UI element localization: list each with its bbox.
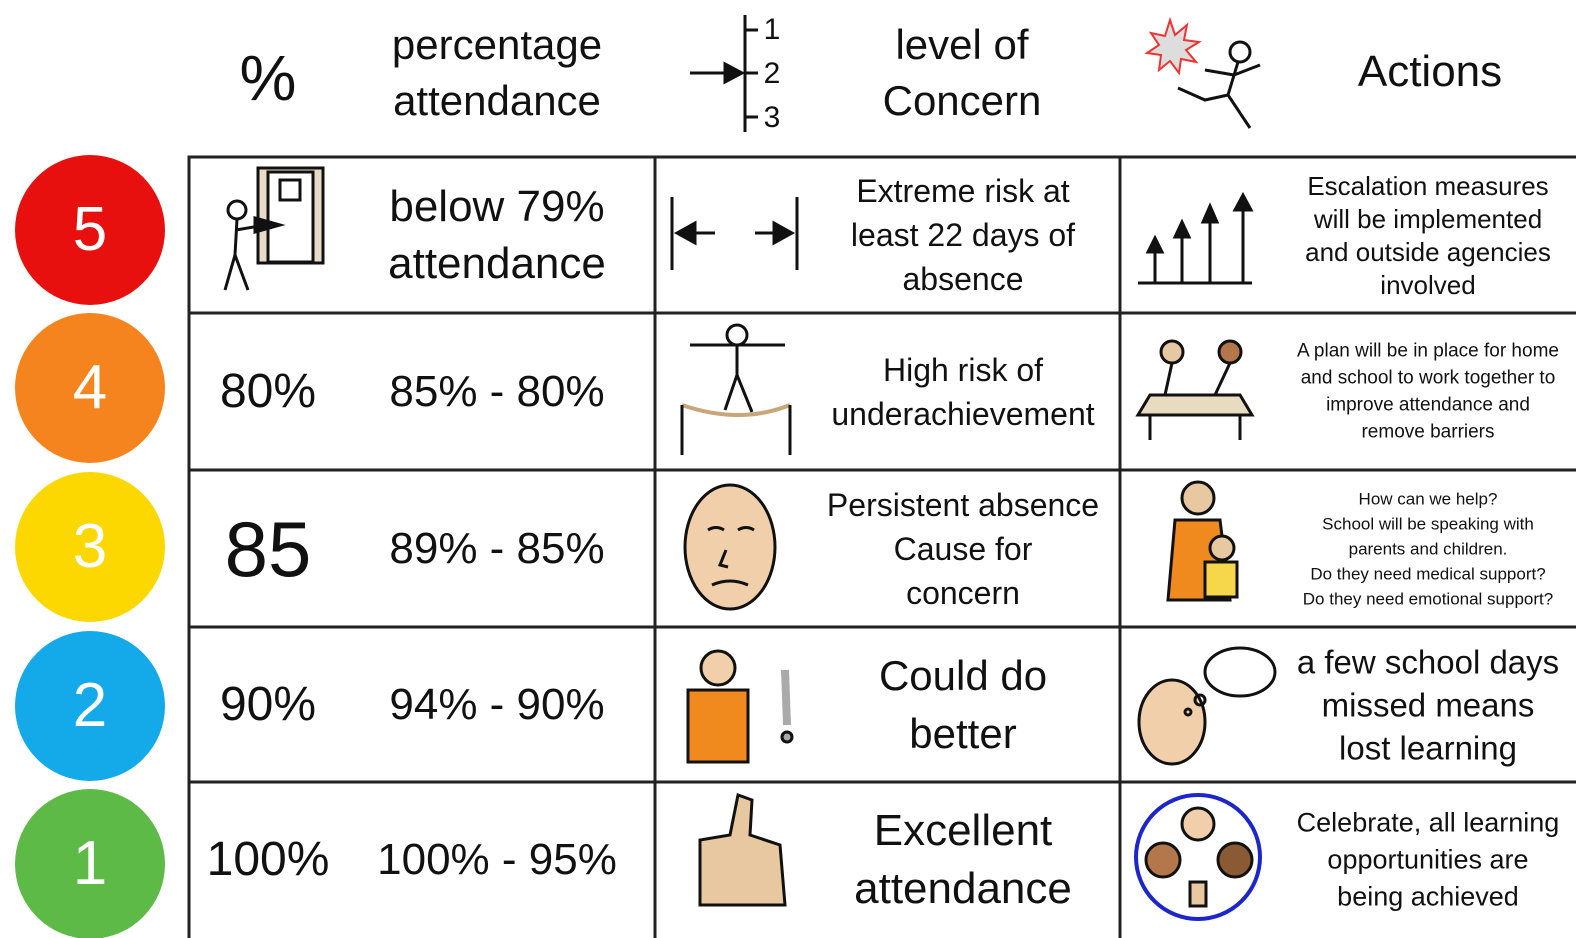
concern-text: absence [902,261,1024,297]
level-number: 2 [72,671,108,740]
action-text: will be implemented [1313,203,1543,234]
action-text: missed means [1321,686,1535,723]
attendance-range: 100% - 95% [377,835,617,884]
action-text: remove barriers [1361,421,1495,443]
action-text: being achieved [1337,881,1519,912]
attendance-heading: percentage [391,21,603,68]
actions-heading: Actions [1357,47,1503,96]
level-number: 3 [72,512,108,581]
action-text: How can we help? [1358,489,1498,508]
attendance-figure: 100% [206,833,330,886]
concern-text: least 22 days of [850,217,1076,253]
action-text: involved [1380,269,1476,300]
action-text: Do they need emotional support? [1302,589,1554,608]
scale-label: 1 [763,13,781,46]
concern-text: concern [906,574,1020,611]
concern-text: Excellent [873,806,1053,855]
level-number: 5 [72,195,108,264]
concern-text: Persistent absence [826,486,1100,523]
level-circles [15,155,165,938]
action-text: Celebrate, all learning [1296,807,1560,838]
attendance-figure: 80% [219,364,317,418]
attendance-range: below 79% [389,181,605,231]
action-text: Do they need medical support? [1310,564,1546,583]
concern-heading: level of [895,21,1029,68]
level-number: 1 [72,829,108,898]
table-grid [187,155,1576,938]
action-text: opportunities are [1327,844,1529,875]
concern-text: Extreme risk at [856,173,1070,209]
level-number: 4 [72,353,108,422]
action-text: and school to work together to [1300,367,1556,389]
action-text: improve attendance and [1326,394,1530,416]
concern-text: underachievement [831,395,1095,432]
concern-text: attendance [854,864,1072,913]
attendance-heading: attendance [393,77,601,124]
action-text: and outside agencies [1305,236,1551,267]
concern-heading: Concern [882,77,1042,124]
attendance-figure: 85 [224,504,312,593]
icons [223,15,1277,921]
concern-text: Cause for [893,530,1033,567]
concern-text: better [909,709,1017,757]
attendance-range: 89% - 85% [389,523,605,573]
attendance-range: 94% - 90% [389,679,605,729]
attendance-range: 85% - 80% [389,366,605,416]
percent-symbol: % [239,42,297,114]
scale-label: 2 [763,57,781,90]
scale-label: 3 [763,101,781,134]
action-text: parents and children. [1348,539,1508,558]
action-text: a few school days [1296,643,1560,680]
attendance-figure: 90% [219,677,317,731]
attendance-range: attendance [388,238,606,288]
concern-text: Could do [878,651,1048,699]
action-text: lost learning [1339,729,1517,766]
action-text: A plan will be in place for home [1297,340,1559,362]
concern-text: High risk of [882,351,1044,388]
action-text: School will be speaking with [1322,514,1534,533]
action-text: Escalation measures [1307,170,1549,201]
